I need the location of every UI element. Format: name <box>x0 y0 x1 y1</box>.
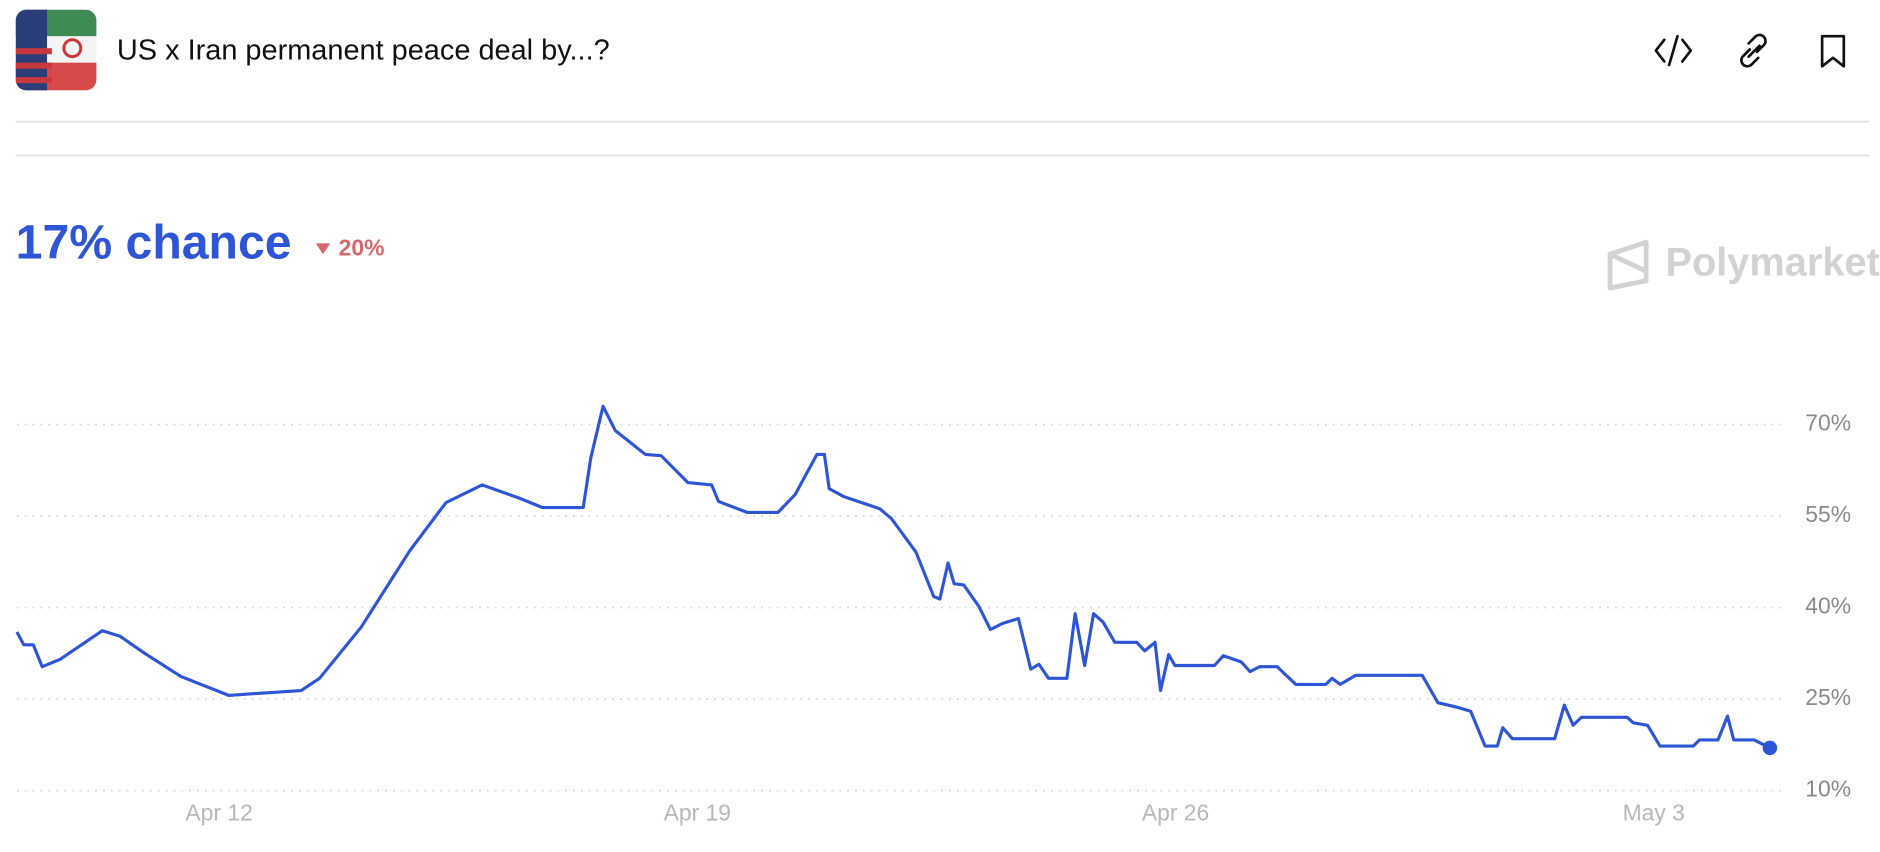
y-tick-label: 40% <box>1805 593 1851 619</box>
link-button[interactable] <box>1740 33 1767 68</box>
y-tick-label: 55% <box>1805 501 1851 527</box>
headline: 17% chance <box>16 216 292 270</box>
brand-logo <box>1607 239 1649 291</box>
x-tick-label: May 3 <box>1623 800 1685 826</box>
brand: Polymarket <box>1665 241 1879 285</box>
market-icon <box>15 9 97 91</box>
price-line <box>15 404 1771 750</box>
y-tick-label: 70% <box>1805 410 1851 436</box>
bookmark-button[interactable] <box>1820 34 1846 68</box>
change-arrow <box>315 243 331 255</box>
change: 20% <box>339 235 385 261</box>
y-tick-label: 25% <box>1805 684 1851 710</box>
y-tick-label: 10% <box>1805 776 1851 802</box>
x-tick-label: Apr 12 <box>185 800 252 826</box>
current-point <box>1762 740 1778 756</box>
embed-button[interactable] <box>1654 34 1693 67</box>
x-tick-label: Apr 19 <box>664 800 731 826</box>
market-title: US x Iran permanent peace deal by...? <box>117 34 610 66</box>
x-tick-label: Apr 26 <box>1142 800 1209 826</box>
